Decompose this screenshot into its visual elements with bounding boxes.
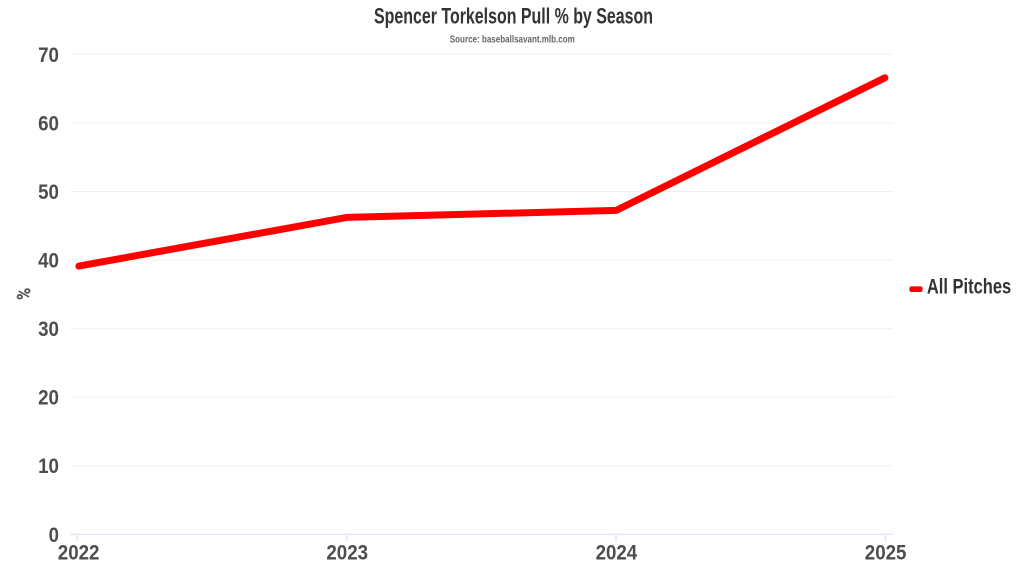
svg-text:40: 40 <box>38 250 59 273</box>
svg-text:50: 50 <box>38 181 59 204</box>
svg-text:2023: 2023 <box>326 541 368 564</box>
svg-text:All Pitches: All Pitches <box>927 276 1011 299</box>
svg-text:2024: 2024 <box>596 541 638 564</box>
svg-text:20: 20 <box>38 387 59 410</box>
svg-text:Spencer Torkelson Pull % by Se: Spencer Torkelson Pull % by Season <box>374 3 653 28</box>
svg-text:70: 70 <box>38 44 59 67</box>
svg-text:60: 60 <box>38 112 59 135</box>
svg-text:2022: 2022 <box>58 541 100 564</box>
svg-text:0: 0 <box>49 524 59 547</box>
svg-text:Source: baseballsavant.mlb.com: Source: baseballsavant.mlb.com <box>450 35 575 46</box>
svg-text:2025: 2025 <box>865 541 907 564</box>
svg-text:30: 30 <box>38 318 59 341</box>
svg-text:10: 10 <box>38 455 59 478</box>
